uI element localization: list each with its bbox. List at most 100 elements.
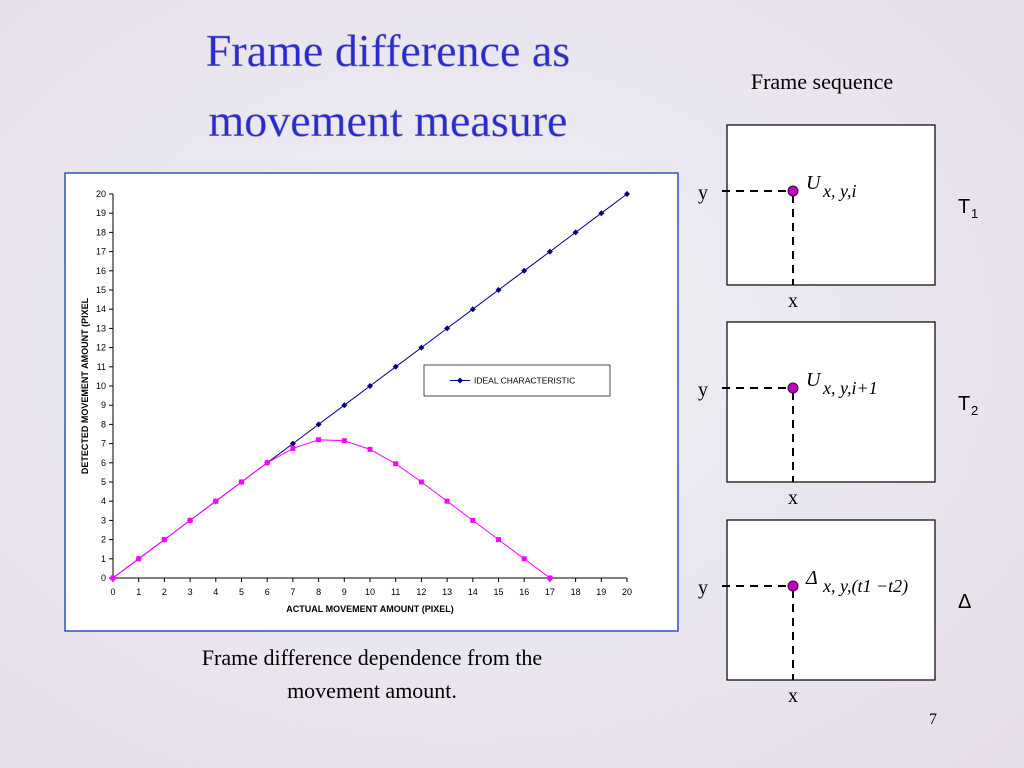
marker [341,438,347,444]
y-tick-label: 6 [101,458,106,468]
marker [315,421,322,428]
marker [393,461,399,467]
x-tick-label: 12 [416,587,426,597]
marker [367,383,373,389]
x-tick-label: 20 [622,587,632,597]
x-tick-label: 1 [136,587,141,597]
marker [110,575,116,581]
x-axis-label: ACTUAL MOVEMENT AMOUNT (PIXEL) [286,604,454,614]
marker [418,479,424,485]
chart: 0 1 2 3 4 5 6 7 8 9 10 11 12 13 14 15 16 17 18 19 2001234567… [80,189,632,614]
formula-subscript: x, y,i+1 [822,378,878,398]
marker [444,498,450,504]
y-tick-label: 20 [96,189,106,199]
marker [521,556,527,562]
pixel-dot [787,185,799,197]
slide-title: Frame difference as [206,25,570,76]
formula-symbol: Δ [805,567,818,589]
marker [496,537,501,543]
marker [239,479,244,485]
y-tick-label: 11 [97,362,106,372]
marker [418,344,425,351]
y-tick-label: 4 [101,496,106,506]
frame-label: T [958,393,970,415]
x-tick-label: 10 [365,587,375,597]
marker [161,537,167,543]
y-axis-label: DETECTED MOVEMENT AMOUNT (PIXEL [80,297,90,474]
x-tick-label: 11 [391,587,400,597]
y-tick-label: 13 [96,323,106,333]
y-label: y [698,577,708,599]
x-tick-label: 17 [545,587,555,597]
frame-box [726,519,936,681]
y-tick-label: 7 [101,439,106,449]
legend-swatch [457,377,463,384]
x-tick-label: 4 [213,587,218,597]
marker [521,267,528,274]
legend-label: IDEAL CHARACTERISTIC [474,376,575,386]
marker [624,191,630,197]
y-tick-label: 19 [96,208,106,218]
x-tick-label: 5 [239,587,244,597]
y-label: y [698,379,708,401]
marker [444,325,451,332]
page-number: 7 [929,711,937,728]
y-tick-label: 5 [101,477,106,487]
pixel-dot [787,580,799,592]
x-tick-label: 8 [316,587,321,597]
x-label: x [788,290,798,312]
marker [136,556,142,562]
y-tick-label: 16 [96,266,106,276]
frame-box [726,321,936,483]
formula-symbol: U [806,369,822,391]
marker [598,210,605,217]
x-label: x [788,685,798,707]
y-tick-label: 18 [96,227,106,237]
x-tick-label: 16 [519,587,529,597]
marker [495,287,502,293]
marker [290,445,296,451]
marker [469,306,476,313]
caption: movement amount. [287,678,457,703]
y-label: y [698,182,708,204]
y-tick-label: 17 [96,247,106,257]
marker [187,517,193,523]
marker [392,363,399,370]
frame-label: Δ [958,591,971,613]
marker [572,229,579,236]
x-tick-label: 15 [493,587,503,597]
formula-subscript: x, y,i [822,181,857,201]
frame-label: T [958,196,970,218]
y-tick-label: 3 [101,515,106,525]
caption: Frame difference dependence from the [202,645,542,670]
chart-area [64,172,679,632]
y-tick-label: 10 [96,381,106,391]
series-line [112,439,551,579]
y-tick-label: 2 [101,535,106,545]
y-tick-label: 12 [96,343,106,353]
marker [367,446,373,452]
formula-symbol: U [806,172,822,194]
y-tick-label: 0 [101,573,106,583]
x-tick-label: 13 [442,587,452,597]
x-tick-label: 3 [188,587,193,597]
marker [213,498,219,504]
pixel-dot [787,382,799,394]
y-tick-label: 1 [101,554,106,564]
x-tick-label: 19 [596,587,606,597]
x-tick-label: 2 [162,587,167,597]
formula-subscript: x, y,(t1 −t2) [822,576,908,597]
marker [264,460,270,466]
x-label: x [788,487,798,509]
marker [289,440,296,447]
y-tick-label: 14 [96,304,106,314]
slide-title: movement measure [209,95,568,146]
frame-label-sub: 2 [971,403,978,418]
x-tick-label: 9 [342,587,347,597]
x-tick-label: 18 [571,587,581,597]
marker [547,575,553,581]
x-tick-label: 14 [468,587,478,597]
marker [546,248,553,255]
